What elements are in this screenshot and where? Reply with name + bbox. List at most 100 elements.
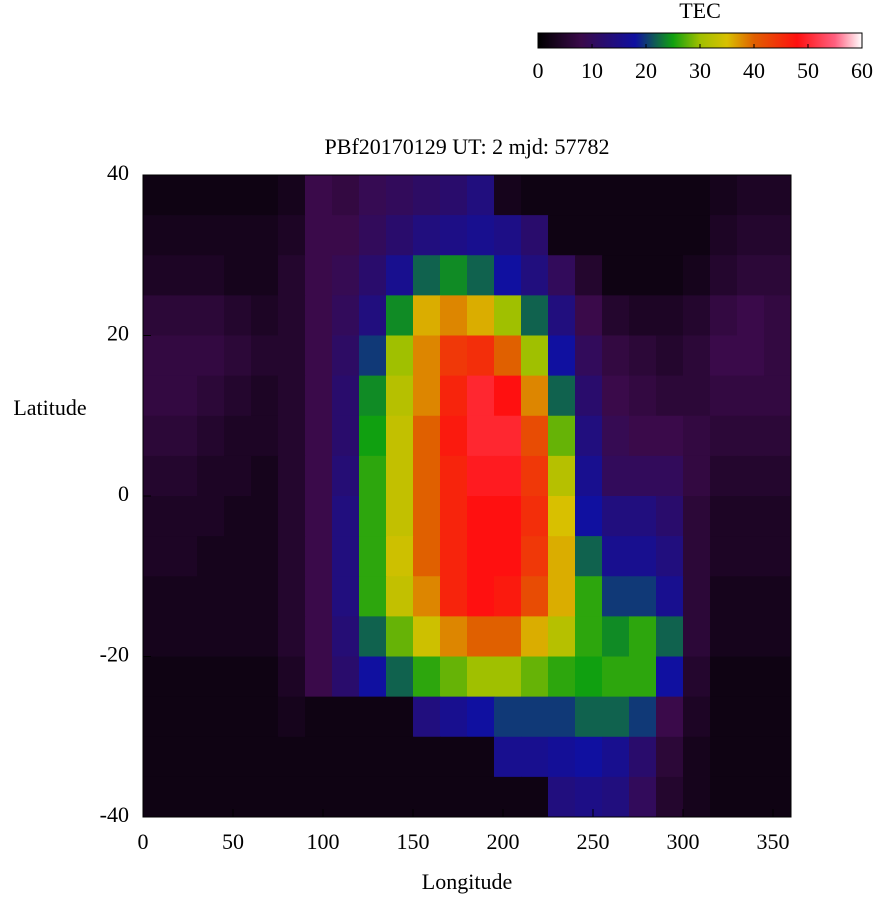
- heatmap-cell: [575, 215, 603, 256]
- heatmap-cell: [737, 496, 765, 537]
- heatmap-cell: [683, 536, 711, 577]
- heatmap-cell: [143, 536, 171, 577]
- heatmap-cell: [197, 696, 225, 738]
- heatmap-cell: [305, 255, 333, 296]
- heatmap-cell: [764, 295, 792, 336]
- heatmap-cell: [575, 536, 603, 577]
- heatmap-cell: [305, 215, 333, 256]
- heatmap-cell: [629, 455, 657, 497]
- heatmap-cell: [764, 736, 792, 778]
- heatmap-cell: [359, 335, 387, 377]
- heatmap-cell: [575, 656, 603, 698]
- heatmap-cell: [224, 496, 252, 537]
- heatmap-cell: [359, 496, 387, 537]
- heatmap-cell: [656, 496, 684, 537]
- heatmap-cell: [224, 736, 252, 778]
- heatmap-cell: [710, 335, 738, 377]
- heatmap-cell: [521, 375, 549, 417]
- heatmap-cell: [224, 375, 252, 417]
- heatmap-cell: [548, 215, 576, 256]
- heatmap-cell: [548, 496, 576, 537]
- heatmap-cell: [197, 656, 225, 698]
- heatmap-cell: [386, 576, 414, 617]
- heatmap-cell: [548, 576, 576, 617]
- heatmap-cell: [548, 295, 576, 336]
- heatmap-cell: [197, 295, 225, 336]
- heatmap-cell: [710, 496, 738, 537]
- heatmap-cell: [197, 455, 225, 497]
- heatmap-cell: [575, 455, 603, 497]
- heatmap-cell: [737, 455, 765, 497]
- heatmap-cell: [710, 736, 738, 778]
- heatmap-cell: [602, 375, 630, 417]
- heatmap-cell: [683, 255, 711, 296]
- heatmap-cell: [656, 415, 684, 457]
- heatmap-cell: [494, 496, 522, 537]
- heatmap-cell: [224, 415, 252, 457]
- heatmap-cell: [656, 656, 684, 698]
- heatmap-cell: [737, 335, 765, 377]
- heatmap-cell: [629, 295, 657, 336]
- heatmap-cell: [197, 415, 225, 457]
- heatmap-cell: [629, 776, 657, 818]
- heatmap-cell: [494, 415, 522, 457]
- heatmap-cell: [386, 335, 414, 377]
- heatmap-cell: [197, 215, 225, 256]
- heatmap-cell: [143, 255, 171, 296]
- heatmap-cell: [683, 616, 711, 657]
- colorbar-tick-label: 40: [743, 58, 765, 83]
- heatmap-cell: [764, 576, 792, 617]
- heatmap-cell: [494, 696, 522, 738]
- heatmap-cell: [602, 536, 630, 577]
- heatmap-cell: [737, 536, 765, 577]
- heatmap-cell: [656, 175, 684, 216]
- heatmap-cell: [710, 415, 738, 457]
- heatmap-cell: [629, 696, 657, 738]
- heatmap-cell: [467, 576, 495, 617]
- heatmap-cell: [197, 335, 225, 377]
- heatmap-cell: [305, 576, 333, 617]
- heatmap-cell: [602, 696, 630, 738]
- heatmap-cell: [359, 215, 387, 256]
- heatmap-cell: [224, 696, 252, 738]
- heatmap-cell: [440, 455, 468, 497]
- heatmap-cell: [143, 496, 171, 537]
- heatmap-cell: [440, 215, 468, 256]
- heatmap-cell: [332, 496, 360, 537]
- heatmap-cell: [494, 576, 522, 617]
- heatmap-cell: [359, 616, 387, 657]
- heatmap-cell: [764, 215, 792, 256]
- heatmap-cell: [278, 375, 306, 417]
- heatmap-cell: [143, 455, 171, 497]
- heatmap-cell: [629, 616, 657, 657]
- heatmap-cell: [143, 175, 171, 216]
- heatmap-cell: [548, 536, 576, 577]
- heatmap-cell: [305, 335, 333, 377]
- heatmap-cell: [278, 536, 306, 577]
- heatmap-cell: [170, 736, 198, 778]
- heatmap-cell: [575, 255, 603, 296]
- heatmap-cell: [359, 656, 387, 698]
- heatmap-cell: [710, 536, 738, 577]
- heatmap-cell: [278, 455, 306, 497]
- chart-title: PBf20170129 UT: 2 mjd: 57782: [325, 134, 610, 159]
- heatmap-cell: [602, 656, 630, 698]
- heatmap-cell: [440, 776, 468, 818]
- x-tick-label: 100: [307, 829, 340, 854]
- heatmap-cell: [440, 616, 468, 657]
- heatmap-cell: [332, 536, 360, 577]
- heatmap-cell: [359, 455, 387, 497]
- heatmap-cell: [656, 736, 684, 778]
- heatmap-cell: [764, 335, 792, 377]
- heatmap-cell: [575, 175, 603, 216]
- heatmap-cell: [683, 175, 711, 216]
- heatmap-cell: [764, 175, 792, 216]
- heatmap-cell: [386, 656, 414, 698]
- heatmap-cell: [629, 175, 657, 216]
- x-tick-label: 0: [138, 829, 149, 854]
- heatmap-cell: [440, 175, 468, 216]
- heatmap-cell: [224, 335, 252, 377]
- heatmap-cell: [494, 656, 522, 698]
- heatmap-cell: [413, 295, 441, 336]
- heatmap-cell: [251, 415, 279, 457]
